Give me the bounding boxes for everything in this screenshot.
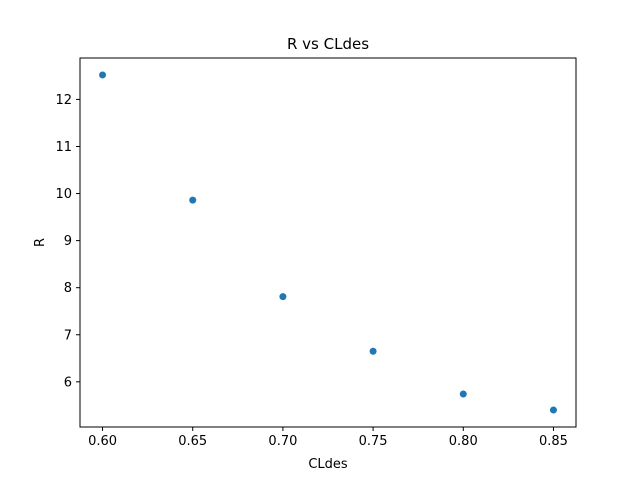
y-tick-label: 12	[55, 93, 72, 108]
x-tick-label: 0.60	[88, 434, 117, 449]
x-tick-label: 0.85	[539, 434, 568, 449]
x-tick-label: 0.80	[449, 434, 478, 449]
y-tick-label: 8	[64, 281, 72, 296]
y-tick-label: 11	[55, 140, 72, 155]
data-point	[549, 406, 557, 414]
chart-title: R vs CLdes	[287, 35, 369, 53]
y-tick-label: 6	[64, 375, 72, 390]
y-axis-ticks: 6 7 8 9 10 11 12	[55, 93, 80, 390]
y-tick-label: 7	[64, 328, 72, 343]
data-points	[99, 71, 557, 414]
y-tick-label: 10	[55, 187, 72, 202]
data-point	[459, 390, 467, 398]
x-tick-label: 0.65	[178, 434, 207, 449]
x-tick-label: 0.70	[268, 434, 297, 449]
plot-area-frame	[79, 57, 577, 428]
x-axis-ticks: 0.60 0.65 0.70 0.75 0.80 0.85	[88, 427, 568, 449]
data-point	[99, 71, 107, 79]
x-axis-label: CLdes	[308, 457, 348, 472]
data-point	[279, 293, 287, 301]
data-point	[369, 347, 377, 355]
y-axis-label: R	[33, 238, 48, 247]
data-point	[189, 196, 197, 204]
y-tick-label: 9	[64, 234, 72, 249]
x-tick-label: 0.75	[359, 434, 388, 449]
